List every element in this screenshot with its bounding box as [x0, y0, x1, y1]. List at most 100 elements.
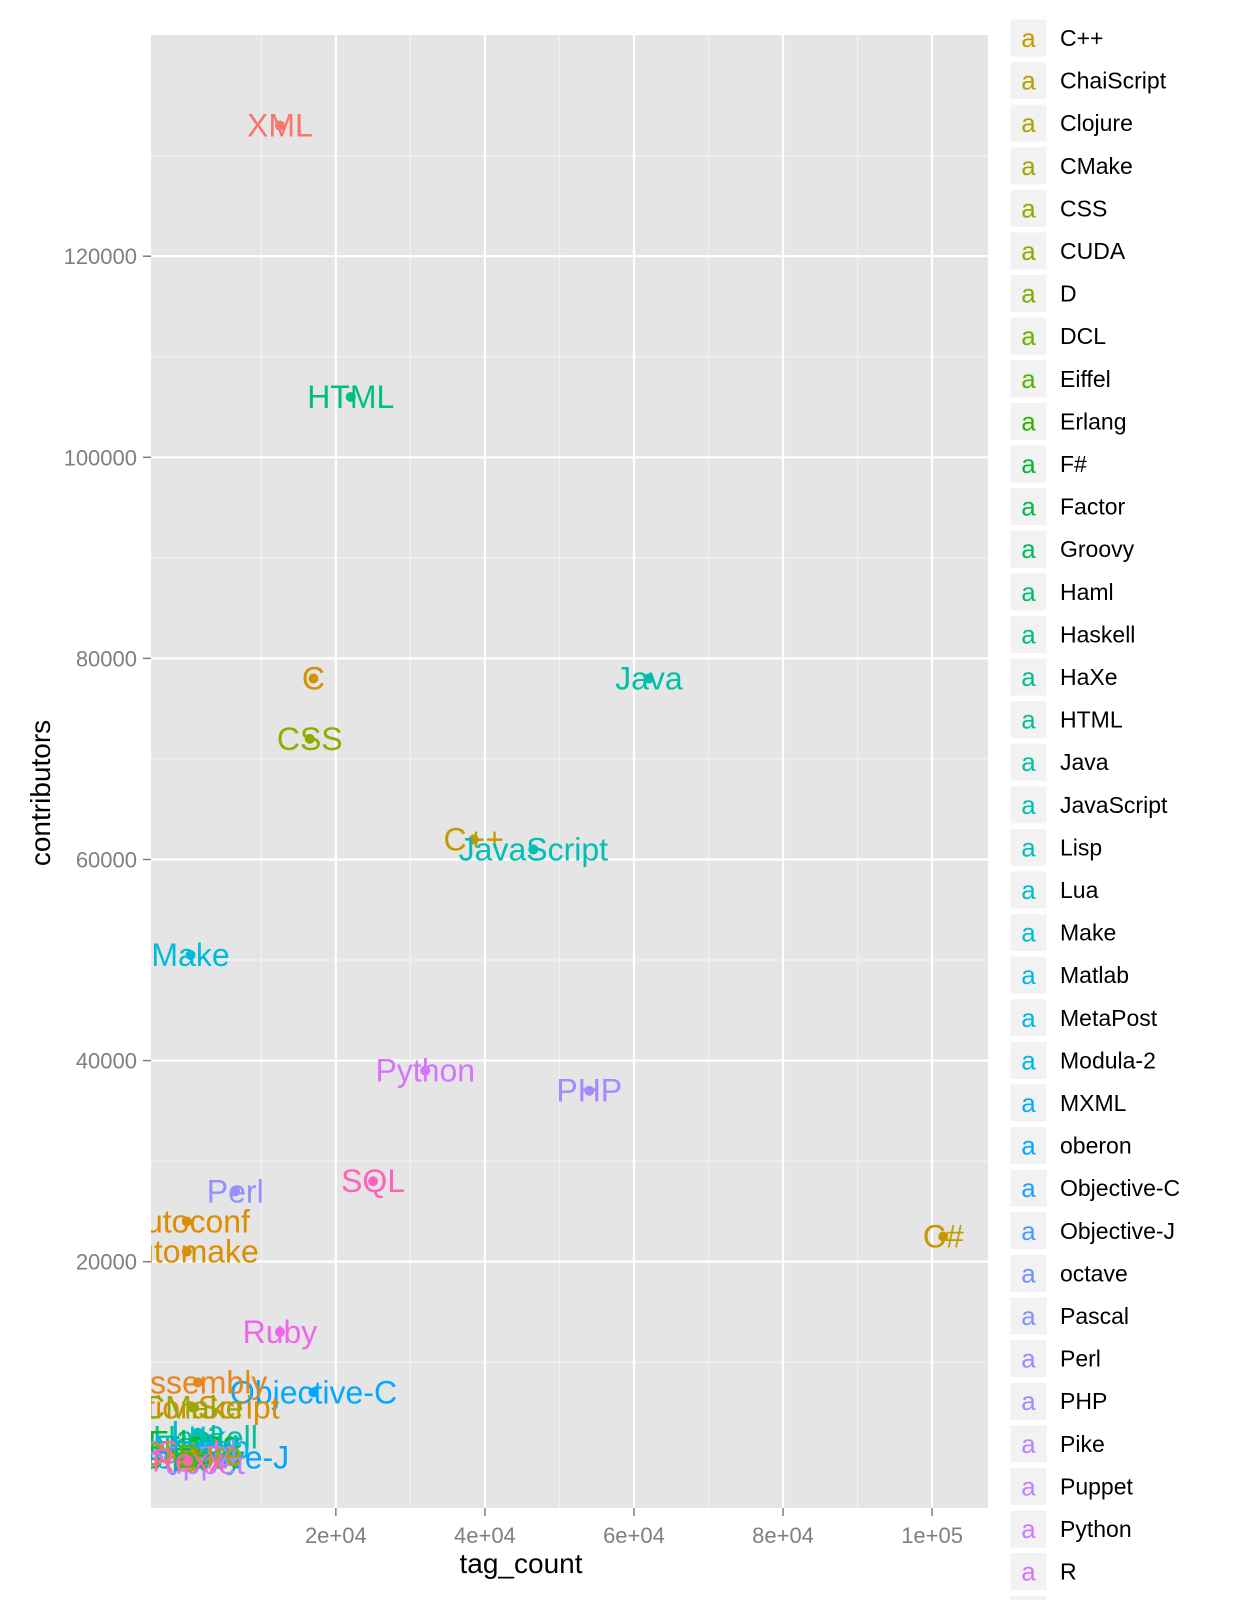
legend-key [1009, 1253, 1048, 1293]
data-label: Automake [115, 1234, 259, 1270]
axes: 2e+04 4e+04 6e+04 8e+04 1e+05 20000 40000 60000… [64, 244, 963, 1548]
legend-label: Python [1060, 1516, 1132, 1542]
legend-key-glyph: a [1021, 1557, 1036, 1587]
data-label: XML [247, 107, 313, 143]
legend-key [1009, 1424, 1048, 1464]
legend-key-glyph: a [1021, 321, 1036, 351]
data-point [345, 391, 356, 402]
legend-key-glyph: a [1021, 790, 1036, 820]
legend-label: DCL [1060, 323, 1106, 349]
legend-key-glyph: a [1021, 1514, 1036, 1544]
data-point [584, 1085, 595, 1096]
legend-key [1009, 1126, 1048, 1166]
data-label: CSS [277, 721, 343, 757]
legend-label: C++ [1060, 25, 1103, 51]
y-tick-label: 60000 [76, 847, 137, 872]
legend-key [1009, 231, 1048, 271]
legend-label: octave [1060, 1260, 1128, 1286]
legend-key [1009, 827, 1048, 867]
legend-key-glyph: a [1021, 66, 1036, 96]
y-tick-label: 20000 [76, 1250, 137, 1275]
data-point [204, 1452, 215, 1463]
legend-key-glyph: a [1021, 1131, 1036, 1161]
legend-label: ChaiScript [1060, 68, 1167, 94]
legend-key [1009, 1040, 1048, 1080]
legend-label: Java [1060, 749, 1109, 775]
data-point [643, 673, 654, 684]
legend-label: HaXe [1060, 664, 1118, 690]
data-label: Ruby [243, 1314, 318, 1350]
grid-minor [151, 35, 988, 1508]
legend-key-glyph: a [1021, 662, 1036, 692]
legend-key [1009, 487, 1048, 527]
y-tick-label: 40000 [76, 1049, 137, 1074]
data-point [181, 1216, 192, 1227]
data-label: Groovy [139, 1440, 242, 1476]
data-points: XML HTML C Java CSS C++JavaScript Make Python PH… [109, 107, 964, 1480]
legend-label: Haskell [1060, 621, 1135, 647]
legend-key [1009, 146, 1048, 186]
data-point [183, 1455, 194, 1466]
legend-label: Eiffel [1060, 366, 1111, 392]
data-point [308, 1387, 319, 1398]
legend-key [1009, 401, 1048, 441]
legend-key [1009, 61, 1048, 101]
legend-key [1009, 913, 1048, 953]
legend-label: Clojure [1060, 110, 1133, 136]
legend-key [1009, 1339, 1048, 1379]
legend-label: Erlang [1060, 408, 1126, 434]
legend-label: PHP [1060, 1388, 1107, 1414]
legend-key-glyph: a [1021, 108, 1036, 138]
legend-key-glyph: a [1021, 705, 1036, 735]
legend-key [1009, 188, 1048, 228]
x-tick-label: 1e+05 [901, 1523, 963, 1548]
legend-key [1009, 359, 1048, 399]
legend-label: Pascal [1060, 1303, 1129, 1329]
legend-key-glyph: a [1021, 1003, 1036, 1033]
legend-label: Pike [1060, 1431, 1105, 1457]
legend-key-glyph: a [1021, 1045, 1036, 1075]
data-label: Make [151, 937, 229, 973]
legend-label: oberon [1060, 1133, 1132, 1159]
legend-key [1009, 1296, 1048, 1336]
legend-key [1009, 1594, 1048, 1600]
data-label: SQL [341, 1163, 405, 1199]
data-point [181, 1246, 192, 1257]
x-tick-label: 8e+04 [752, 1523, 814, 1548]
legend-key-glyph: a [1021, 960, 1036, 990]
legend-label: Perl [1060, 1346, 1101, 1372]
data-label: ActionScript [109, 1389, 280, 1425]
legend-key [1009, 1083, 1048, 1123]
legend-label: Make [1060, 920, 1116, 946]
data-label: Rexx [152, 1443, 225, 1479]
legend-label: Factor [1060, 494, 1126, 520]
legend-key [1009, 742, 1048, 782]
legend-key-glyph: a [1021, 279, 1036, 309]
legend-key [1009, 1552, 1048, 1592]
legend-key [1009, 1381, 1048, 1421]
x-axis-title: tag_count [460, 1548, 583, 1579]
legend-label: Groovy [1060, 536, 1135, 562]
data-label: Clojure [141, 1437, 242, 1473]
legend-label: CUDA [1060, 238, 1126, 264]
data-label: R [205, 1440, 228, 1476]
data-label: Python [375, 1053, 475, 1089]
legend-key [1009, 316, 1048, 356]
legend-label: D [1060, 281, 1077, 307]
legend-key-glyph: a [1021, 1471, 1036, 1501]
legend-label: R [1060, 1559, 1077, 1585]
legend-key-glyph: a [1021, 875, 1036, 905]
legend-key-glyph: a [1021, 406, 1036, 436]
data-point [230, 1186, 241, 1197]
data-point [304, 733, 315, 744]
legend-key-glyph: a [1021, 1386, 1036, 1416]
legend-key [1009, 444, 1048, 484]
data-point [185, 949, 196, 960]
y-axis-title: contributors [25, 720, 56, 866]
legend-key-glyph: a [1021, 577, 1036, 607]
legend-label: Objective-J [1060, 1218, 1175, 1244]
legend-label: Haml [1060, 579, 1114, 605]
data-label: PHP [556, 1073, 622, 1109]
